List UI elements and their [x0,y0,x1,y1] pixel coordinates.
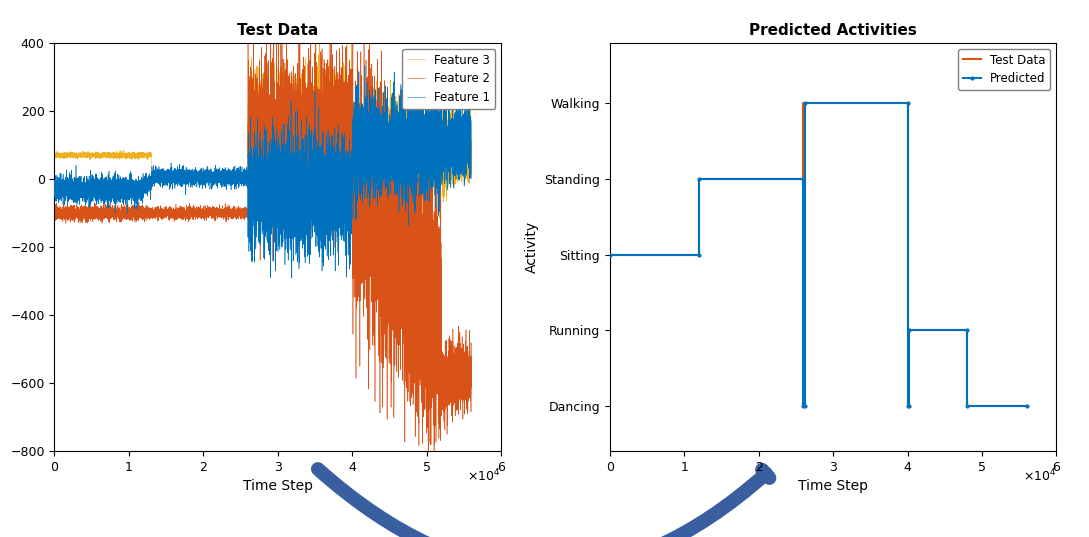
Predicted [960,403,974,409]
Line: Predicted: Predicted [607,100,1029,409]
Feature 3 [465,137,478,144]
Feature 2 [304,177,317,183]
Test Data [901,327,914,333]
Feature 1 [424,56,437,62]
Test Data [901,100,914,107]
Feature 1 [241,177,254,184]
Feature 2 [274,3,287,10]
Test Data [960,327,974,333]
Feature 3 [112,156,125,163]
Predicted [798,403,811,409]
Feature 2 [48,206,61,212]
Test Data [960,403,974,409]
Feature 1 [112,180,125,187]
X-axis label: Time Step: Time Step [243,480,313,494]
Feature 2 [283,131,296,137]
Feature 1 [285,275,298,281]
Predicted [903,403,916,409]
Predicted [797,403,810,409]
Feature 2 [218,207,231,214]
Predicted [901,403,914,409]
Line: Feature 2: Feature 2 [54,6,472,466]
Feature 2 [421,463,435,469]
Feature 3 [304,106,317,112]
Feature 3 [48,153,61,159]
Predicted [603,251,616,258]
Feature 3 [241,172,254,178]
Test Data [797,100,810,107]
Legend: Feature 3, Feature 2, Feature 1: Feature 3, Feature 2, Feature 1 [403,49,495,109]
Feature 1 [218,171,231,177]
Feature 1 [304,164,317,171]
Predicted [693,251,706,258]
Text: $\times10^4$: $\times10^4$ [467,468,501,484]
Feature 1 [48,183,61,190]
Feature 1 [242,214,255,221]
Line: Feature 3: Feature 3 [54,38,472,239]
Predicted [960,327,974,333]
Feature 1 [283,201,296,207]
Text: $\times10^4$: $\times10^4$ [1023,468,1056,484]
Test Data [603,251,616,258]
Title: Test Data: Test Data [237,23,318,38]
Predicted [693,176,706,182]
Feature 2 [112,207,125,213]
Predicted [797,176,810,182]
Feature 3 [356,236,369,242]
Feature 3 [313,34,326,41]
Title: Predicted Activities: Predicted Activities [749,23,917,38]
Feature 2 [465,357,478,363]
Feature 1 [465,118,478,124]
Feature 2 [242,98,255,104]
X-axis label: Time Step: Time Step [798,480,868,494]
Predicted [901,100,914,107]
Y-axis label: Activity: Activity [525,221,539,273]
Test Data [797,176,810,182]
Feature 3 [218,173,231,180]
Feature 3 [283,156,296,163]
Feature 2 [241,211,254,217]
Test Data [693,251,706,258]
Line: Test Data: Test Data [610,104,1027,406]
Predicted [798,100,811,107]
Test Data [693,176,706,182]
Feature 3 [242,159,255,165]
Legend: Test Data, Predicted: Test Data, Predicted [958,49,1051,90]
Test Data [1020,403,1033,409]
Predicted [1020,403,1033,409]
Predicted [903,327,916,333]
Line: Feature 1: Feature 1 [54,59,472,278]
